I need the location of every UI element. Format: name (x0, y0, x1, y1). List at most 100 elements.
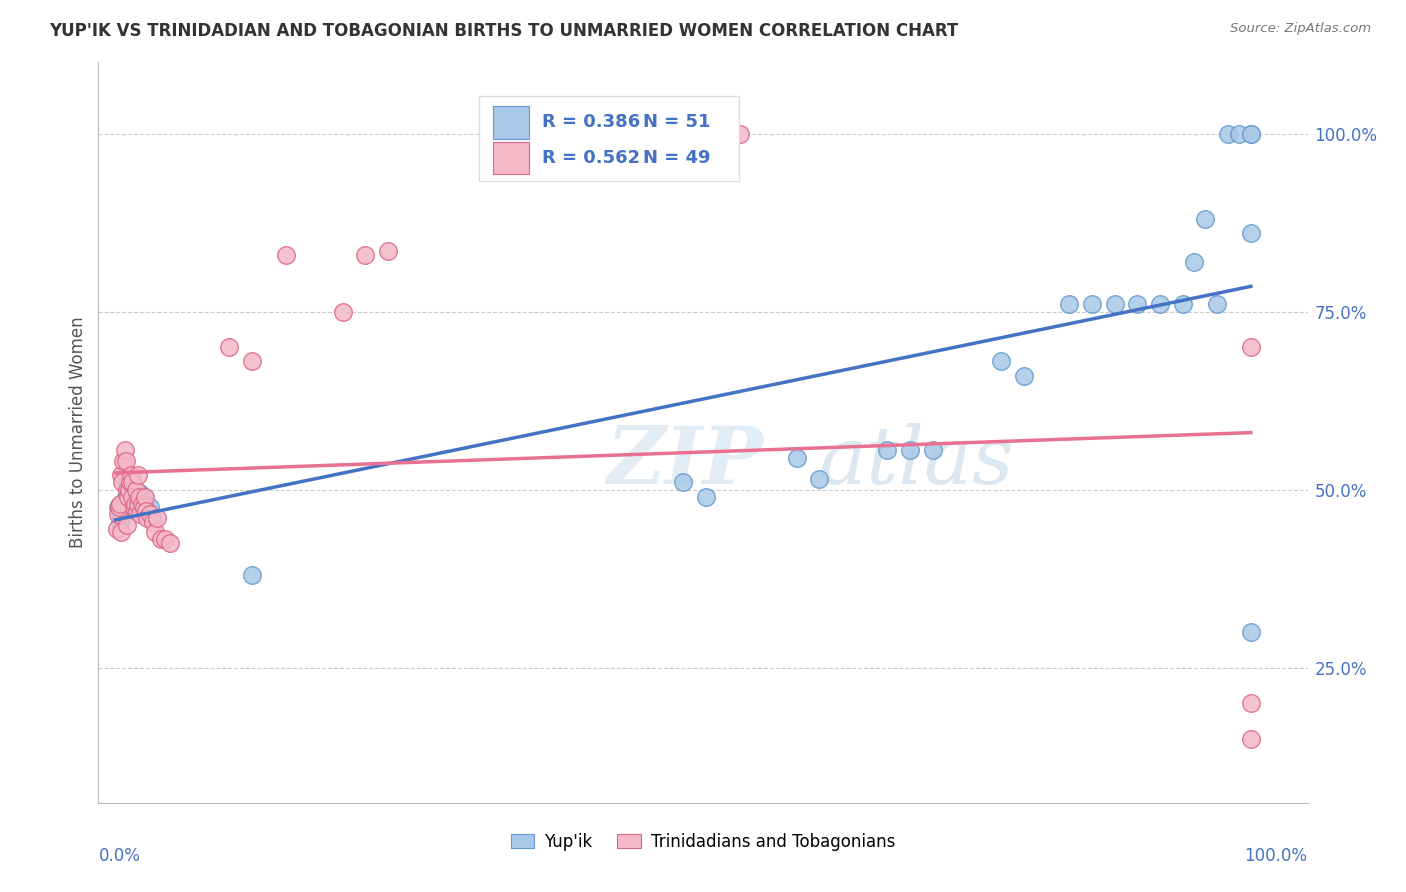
Point (127, 468, 149, 483)
Point (124, 497, 146, 511)
Point (120, 493, 142, 508)
Point (118, 483, 141, 497)
Point (1216, 127, 1239, 141)
Y-axis label: Births to Unmarried Women: Births to Unmarried Women (69, 317, 87, 549)
Text: 100.0%: 100.0% (1244, 847, 1308, 865)
Point (122, 497, 145, 511)
FancyBboxPatch shape (479, 95, 740, 181)
Point (141, 511, 163, 525)
Text: YUP'IK VS TRINIDADIAN AND TOBAGONIAN BIRTHS TO UNMARRIED WOMEN CORRELATION CHART: YUP'IK VS TRINIDADIAN AND TOBAGONIAN BIR… (49, 22, 959, 40)
Point (922, 443, 945, 458)
Point (128, 490, 150, 504)
Point (898, 443, 921, 458)
Point (1126, 297, 1149, 311)
Point (159, 536, 181, 550)
Text: N = 51: N = 51 (643, 113, 710, 131)
Point (127, 497, 149, 511)
Point (117, 486, 139, 500)
Point (1229, 127, 1251, 141)
Point (114, 443, 136, 458)
Point (135, 504, 157, 518)
Point (135, 500, 157, 515)
Point (149, 533, 172, 547)
Point (1182, 254, 1205, 268)
Point (138, 500, 160, 515)
Point (1104, 297, 1126, 311)
Legend: Yup'ik, Trinidadians and Tobagonians: Yup'ik, Trinidadians and Tobagonians (505, 826, 901, 857)
Point (1240, 127, 1263, 141)
Point (125, 483, 148, 497)
Point (132, 490, 155, 504)
Point (111, 508, 134, 522)
Point (118, 490, 141, 504)
Point (121, 490, 143, 504)
Point (1081, 297, 1104, 311)
Point (131, 493, 153, 508)
Point (1171, 297, 1194, 311)
Point (107, 508, 129, 522)
Point (129, 486, 152, 500)
Point (122, 500, 145, 515)
Point (354, 247, 377, 261)
Point (110, 468, 132, 483)
Point (1240, 624, 1263, 639)
Point (136, 511, 159, 525)
Point (134, 490, 156, 504)
FancyBboxPatch shape (492, 142, 529, 174)
Point (131, 497, 153, 511)
Point (120, 475, 142, 490)
Point (672, 127, 695, 141)
Point (127, 486, 149, 500)
Point (377, 244, 399, 258)
Point (808, 472, 831, 486)
Point (240, 354, 263, 368)
Point (115, 518, 138, 533)
Text: N = 49: N = 49 (643, 149, 710, 167)
Point (115, 483, 138, 497)
Point (108, 515, 131, 529)
Point (672, 475, 695, 490)
Point (105, 522, 128, 536)
Point (274, 247, 297, 261)
Point (1205, 297, 1227, 311)
FancyBboxPatch shape (492, 106, 529, 138)
Point (786, 450, 808, 465)
Point (121, 497, 143, 511)
Point (124, 504, 146, 518)
Point (112, 500, 135, 515)
Point (1240, 127, 1263, 141)
Point (131, 497, 153, 511)
Point (728, 127, 751, 141)
Point (107, 500, 129, 515)
Point (695, 490, 717, 504)
Point (1194, 212, 1216, 227)
Point (128, 490, 150, 504)
Point (1240, 227, 1263, 241)
Point (218, 340, 240, 354)
Text: 0.0%: 0.0% (98, 847, 141, 865)
Point (125, 504, 148, 518)
Point (114, 454, 136, 468)
Point (121, 475, 143, 490)
Point (876, 443, 898, 458)
Point (114, 490, 136, 504)
Point (114, 497, 136, 511)
Point (132, 500, 155, 515)
Text: Source: ZipAtlas.com: Source: ZipAtlas.com (1230, 22, 1371, 36)
Point (1240, 696, 1263, 710)
Point (1012, 368, 1035, 383)
Point (110, 511, 132, 525)
Text: R = 0.562: R = 0.562 (543, 149, 640, 167)
Point (120, 490, 142, 504)
Point (117, 490, 139, 504)
Text: R = 0.386: R = 0.386 (543, 113, 640, 131)
Point (138, 508, 160, 522)
Point (143, 525, 166, 540)
Point (112, 454, 135, 468)
Point (108, 497, 131, 511)
Point (120, 468, 142, 483)
Point (332, 304, 354, 318)
Point (240, 568, 263, 582)
Point (108, 500, 131, 515)
Text: ZIP: ZIP (606, 424, 763, 501)
